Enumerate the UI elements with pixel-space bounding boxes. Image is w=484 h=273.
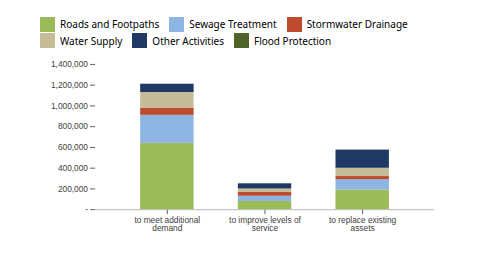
svg-text:800,000: 800,000: [58, 121, 88, 131]
svg-text:1,400,000: 1,400,000: [51, 59, 88, 69]
svg-text:600,000: 600,000: [58, 142, 88, 152]
html-text:Stormwater Drainage: Stormwater Drainage: [306, 17, 408, 32]
html-text:Sewage Treatment: Sewage Treatment: [189, 17, 277, 32]
html-text:Flood Protection: Flood Protection: [254, 33, 332, 48]
svg-text:-: -: [85, 204, 88, 214]
svg-text:1,200,000: 1,200,000: [51, 80, 88, 90]
svg-text:to meet additionaldemand: to meet additionaldemand: [134, 215, 200, 233]
svg-text:1,000,000: 1,000,000: [51, 101, 88, 111]
svg-text:200,000: 200,000: [58, 184, 88, 194]
svg-text:to improve levels ofservice: to improve levels ofservice: [229, 215, 301, 233]
html-text:Other Activities: Other Activities: [152, 33, 224, 48]
html-text:Roads and Footpaths: Roads and Footpaths: [60, 17, 160, 32]
svg-text:400,000: 400,000: [58, 163, 88, 173]
html-text:Water Supply: Water Supply: [60, 33, 123, 48]
svg-text:to replace existingassets: to replace existingassets: [329, 215, 396, 233]
